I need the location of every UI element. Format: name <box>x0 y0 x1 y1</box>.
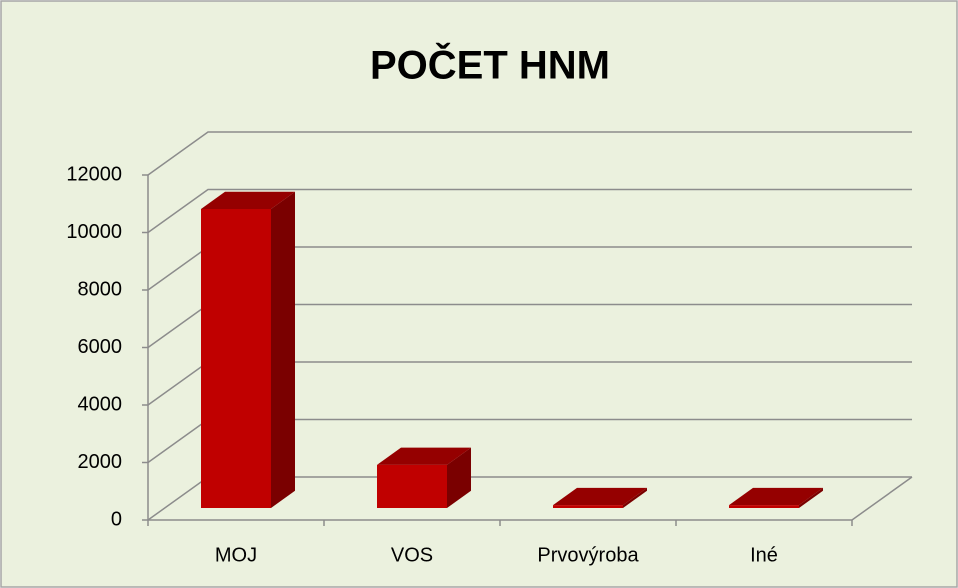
grid-line <box>147 131 912 176</box>
x-tick-label: Iné <box>750 544 778 566</box>
y-tick-label: 10000 <box>66 221 122 243</box>
x-tick-label: VOS <box>391 544 433 566</box>
y-tick-label: 12000 <box>66 163 122 185</box>
y-tick-label: 8000 <box>78 278 123 300</box>
bar-side <box>447 447 471 508</box>
y-tick-label: 2000 <box>78 451 123 473</box>
y-tick-label: 0 <box>111 508 122 530</box>
bar-top <box>729 487 823 506</box>
bar-top <box>201 191 295 209</box>
bar <box>553 505 623 508</box>
x-tick-label: Prvovýroba <box>537 544 639 566</box>
bar-top <box>377 447 471 465</box>
bar <box>377 464 447 508</box>
y-tick-label: 6000 <box>78 336 123 358</box>
bar-side <box>799 487 823 508</box>
bar-side <box>271 191 295 508</box>
grid-line <box>147 188 912 234</box>
bar <box>201 208 271 508</box>
y-tick-label: 4000 <box>78 393 123 415</box>
chart-title: POČET HNM <box>370 42 610 88</box>
bar-top <box>553 487 647 506</box>
bar <box>729 505 799 508</box>
x-tick-label: MOJ <box>215 544 257 566</box>
bar-side <box>623 487 647 508</box>
